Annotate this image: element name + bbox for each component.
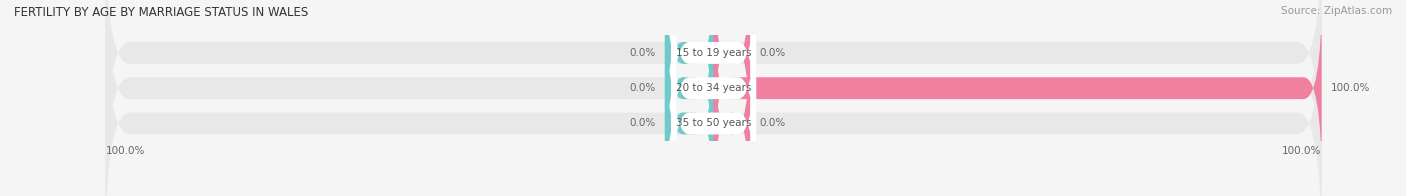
Legend: Married, Unmarried: Married, Unmarried: [647, 194, 780, 196]
FancyBboxPatch shape: [671, 29, 756, 196]
Text: 35 to 50 years: 35 to 50 years: [676, 118, 751, 129]
FancyBboxPatch shape: [671, 0, 756, 148]
Text: 0.0%: 0.0%: [630, 118, 655, 129]
Text: 0.0%: 0.0%: [630, 48, 655, 58]
Text: 0.0%: 0.0%: [759, 48, 786, 58]
FancyBboxPatch shape: [671, 0, 756, 183]
Text: FERTILITY BY AGE BY MARRIAGE STATUS IN WALES: FERTILITY BY AGE BY MARRIAGE STATUS IN W…: [14, 6, 308, 19]
Text: 15 to 19 years: 15 to 19 years: [676, 48, 751, 58]
Text: 100.0%: 100.0%: [105, 146, 145, 156]
FancyBboxPatch shape: [105, 0, 1322, 196]
FancyBboxPatch shape: [713, 0, 1322, 183]
FancyBboxPatch shape: [713, 29, 749, 196]
Text: 100.0%: 100.0%: [1282, 146, 1322, 156]
FancyBboxPatch shape: [105, 0, 1322, 183]
FancyBboxPatch shape: [665, 0, 714, 183]
Text: 0.0%: 0.0%: [759, 118, 786, 129]
Text: 100.0%: 100.0%: [1330, 83, 1369, 93]
Text: 20 to 34 years: 20 to 34 years: [676, 83, 751, 93]
FancyBboxPatch shape: [665, 0, 714, 148]
FancyBboxPatch shape: [713, 0, 749, 148]
FancyBboxPatch shape: [105, 0, 1322, 196]
FancyBboxPatch shape: [665, 29, 714, 196]
Text: 0.0%: 0.0%: [630, 83, 655, 93]
Text: Source: ZipAtlas.com: Source: ZipAtlas.com: [1281, 6, 1392, 16]
